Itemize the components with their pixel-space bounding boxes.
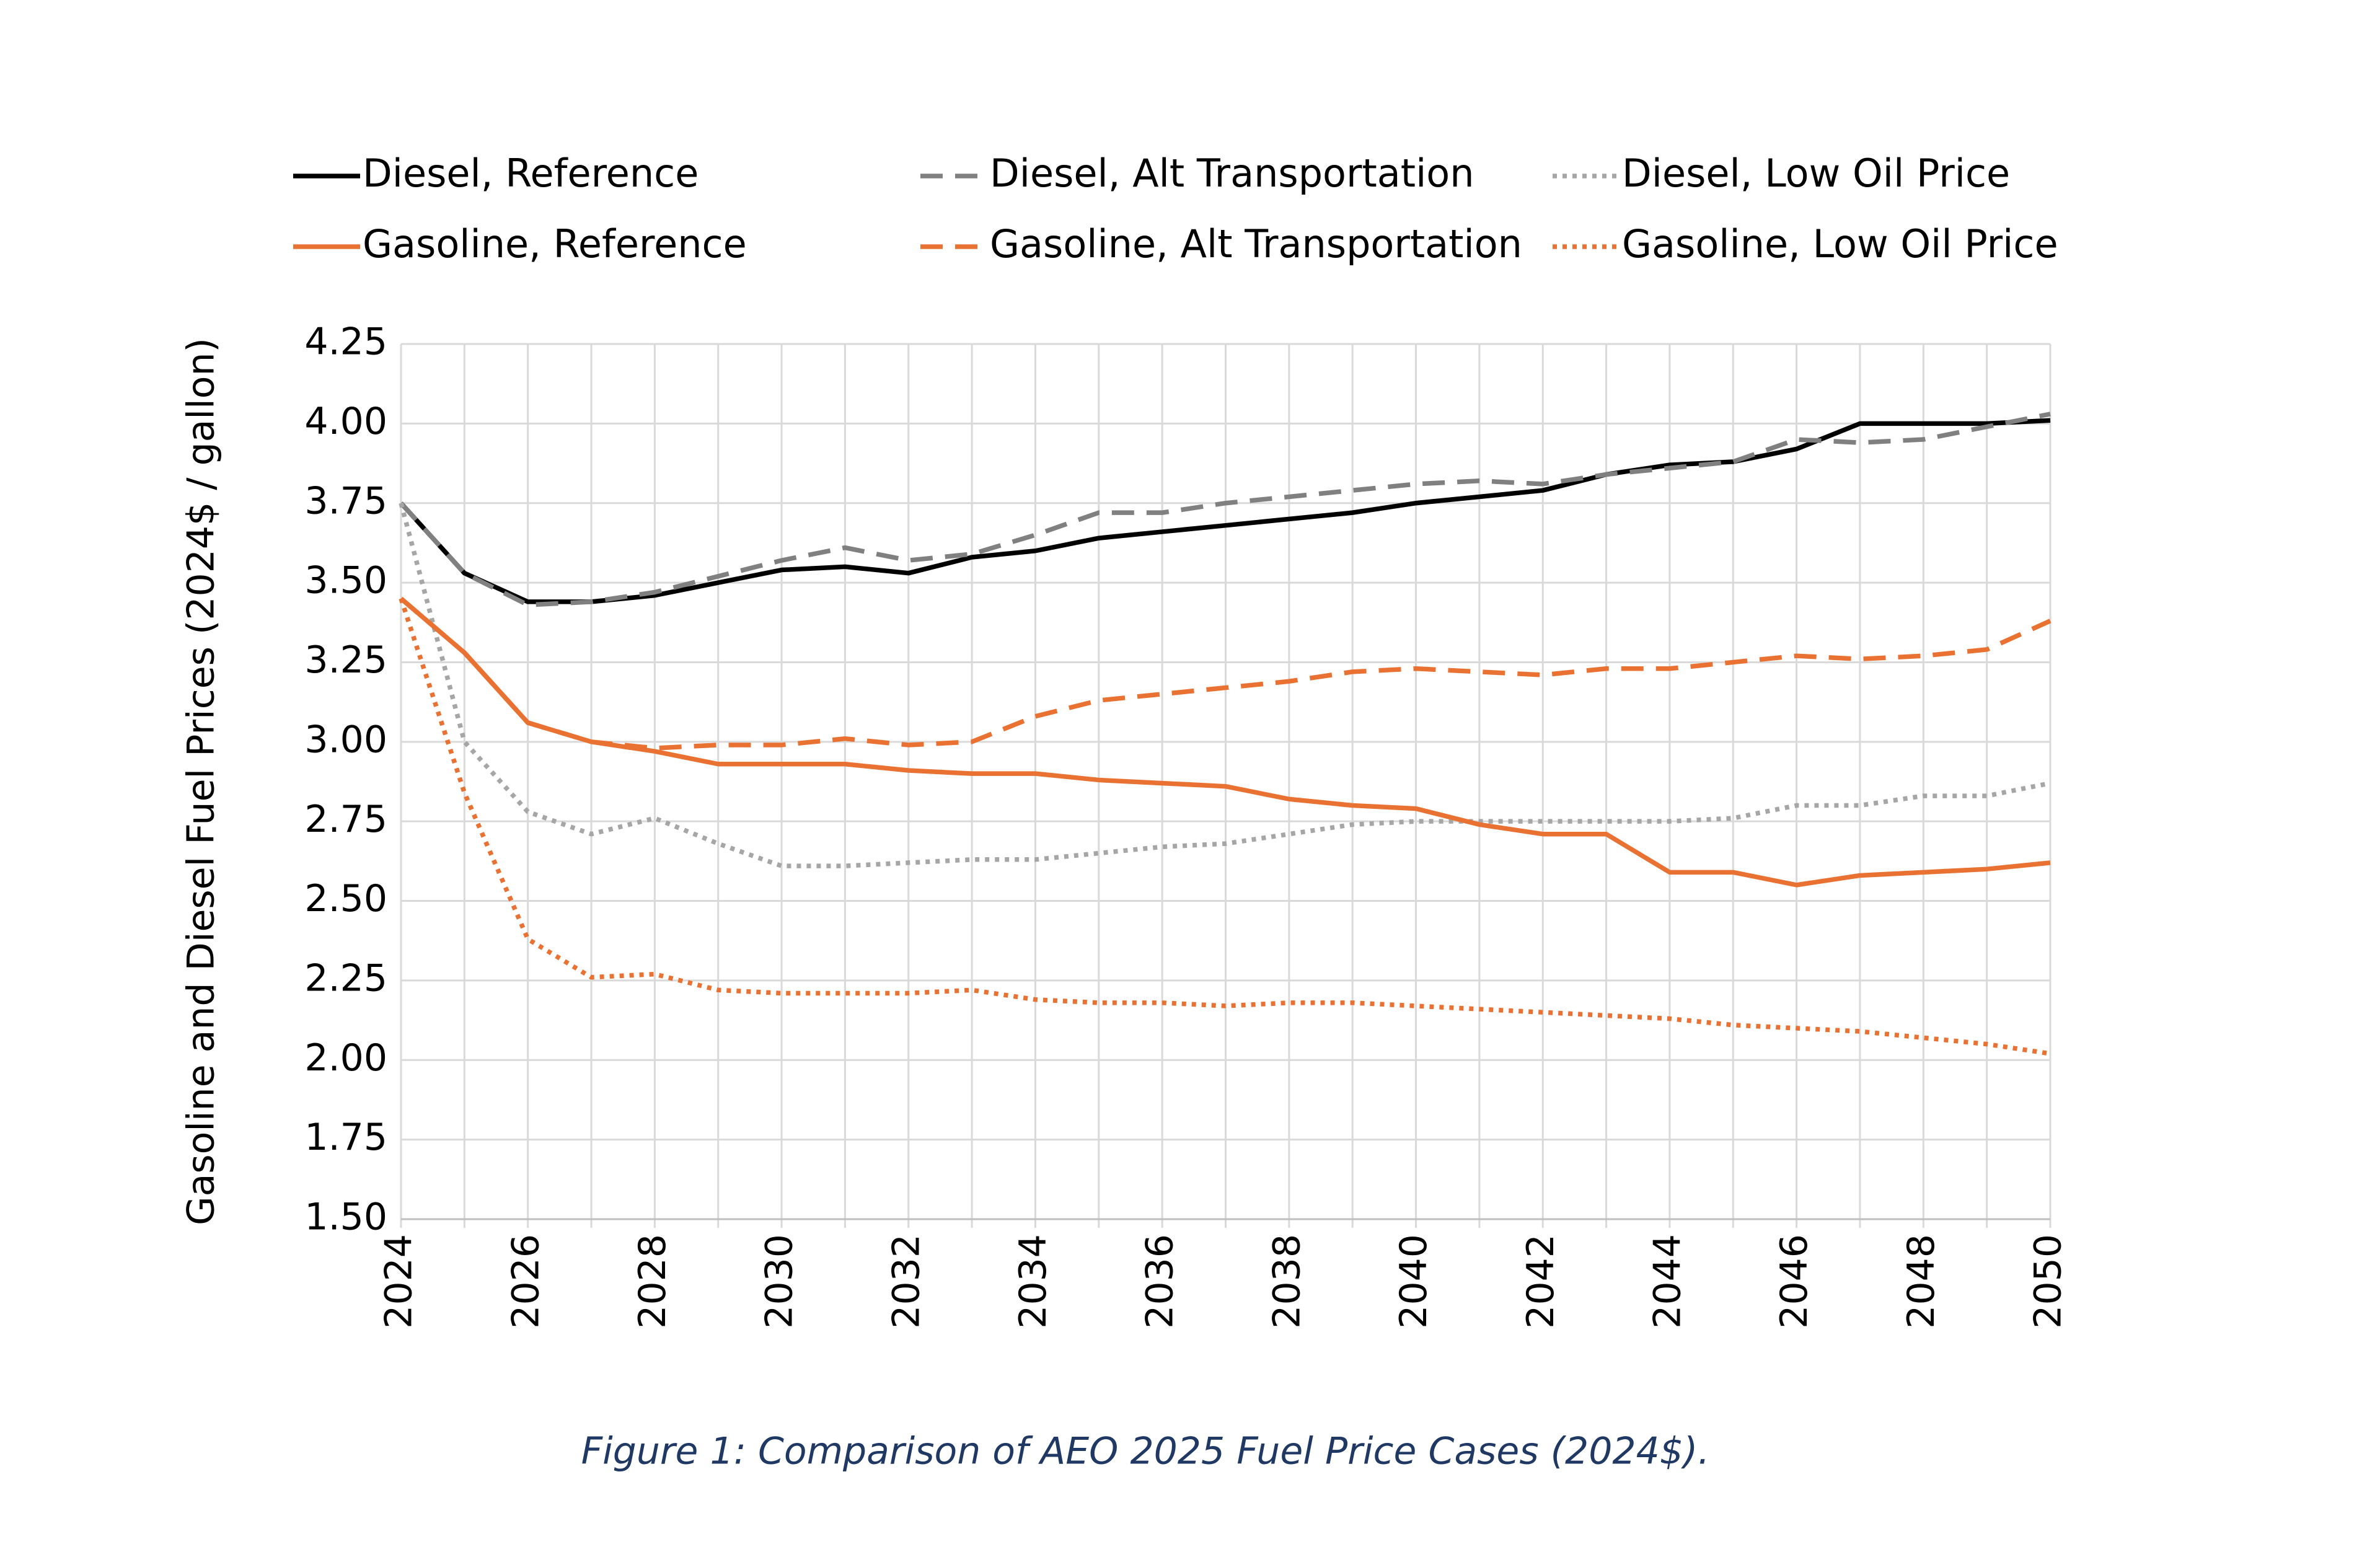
x-tick-label: 2024 xyxy=(377,1234,421,1329)
x-tick-label: 2046 xyxy=(1773,1234,1816,1329)
x-tick-label: 2026 xyxy=(504,1234,547,1329)
y-tick-label: 1.50 xyxy=(304,1196,387,1239)
x-tick-label: 2040 xyxy=(1392,1234,1435,1329)
line-series xyxy=(399,596,2052,751)
y-axis-title: Gasoline and Diesel Fuel Prices (2024$ /… xyxy=(180,338,223,1225)
legend-label: Diesel, Alt Transportation xyxy=(990,151,1474,196)
line-series xyxy=(399,597,2051,1056)
x-tick-label: 2028 xyxy=(631,1234,674,1329)
line-series xyxy=(399,502,2051,868)
legend-label: Gasoline, Low Oil Price xyxy=(1622,221,2058,267)
x-tick-label: 2030 xyxy=(758,1234,801,1329)
x-tick-label: 2036 xyxy=(1139,1234,1182,1329)
line-series xyxy=(399,418,2051,604)
y-tick-label: 2.75 xyxy=(304,798,387,841)
legend-label: Gasoline, Alt Transportation xyxy=(990,221,1522,267)
y-tick-label: 2.00 xyxy=(304,1036,387,1080)
caption: Figure 1: Comparison of AEO 2025 Fuel Pr… xyxy=(581,1430,1710,1473)
y-tick-label: 2.50 xyxy=(304,877,387,920)
x-tick-label: 2038 xyxy=(1265,1234,1308,1329)
legend-label: Diesel, Reference xyxy=(363,151,699,196)
x-tick-label: 2050 xyxy=(2027,1234,2070,1329)
y-tick-label: 3.00 xyxy=(304,718,387,761)
y-tick-label: 1.75 xyxy=(304,1116,387,1159)
x-tick-label: 2044 xyxy=(1646,1234,1690,1329)
x-tick-label: 2032 xyxy=(884,1234,928,1329)
x-tick-label: 2048 xyxy=(1900,1234,1943,1329)
x-tick-label: 2034 xyxy=(1011,1234,1055,1329)
y-tick-label: 4.25 xyxy=(304,320,387,364)
legend-label: Gasoline, Reference xyxy=(363,221,747,267)
line-series xyxy=(399,412,2051,607)
x-tick-label: 2042 xyxy=(1519,1234,1562,1329)
y-tick-label: 3.75 xyxy=(304,479,387,522)
y-tick-label: 3.50 xyxy=(304,559,387,602)
y-tick-label: 3.25 xyxy=(304,638,387,682)
legend-label: Diesel, Low Oil Price xyxy=(1622,151,2010,196)
line-series xyxy=(399,596,2051,888)
y-tick-label: 2.25 xyxy=(304,957,387,1000)
y-tick-label: 4.00 xyxy=(304,400,387,443)
